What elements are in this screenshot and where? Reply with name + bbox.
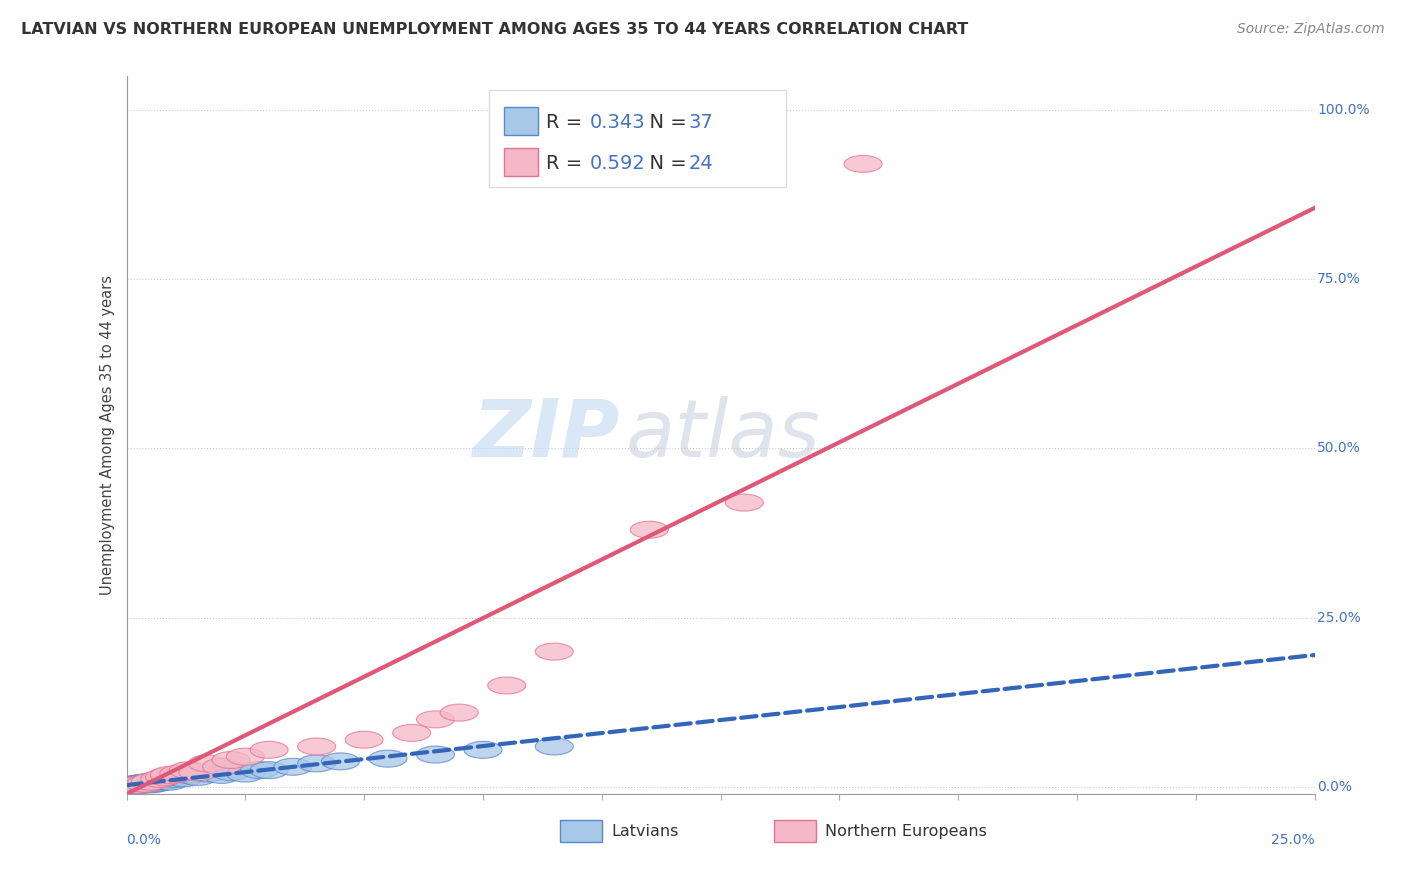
Ellipse shape bbox=[127, 775, 165, 792]
Ellipse shape bbox=[141, 772, 179, 789]
FancyBboxPatch shape bbox=[505, 148, 537, 176]
Text: Source: ZipAtlas.com: Source: ZipAtlas.com bbox=[1237, 22, 1385, 37]
Ellipse shape bbox=[240, 762, 278, 779]
Ellipse shape bbox=[179, 769, 217, 786]
Ellipse shape bbox=[131, 774, 169, 791]
Ellipse shape bbox=[117, 775, 155, 792]
Text: ZIP: ZIP bbox=[472, 396, 620, 474]
Ellipse shape bbox=[150, 766, 188, 783]
Ellipse shape bbox=[117, 777, 155, 794]
Ellipse shape bbox=[155, 771, 193, 788]
Text: 75.0%: 75.0% bbox=[1317, 272, 1361, 286]
Ellipse shape bbox=[344, 731, 384, 748]
Ellipse shape bbox=[117, 776, 155, 793]
Ellipse shape bbox=[440, 704, 478, 721]
Ellipse shape bbox=[150, 773, 188, 790]
Ellipse shape bbox=[127, 774, 165, 791]
Ellipse shape bbox=[131, 773, 169, 790]
Ellipse shape bbox=[202, 758, 240, 775]
Ellipse shape bbox=[136, 774, 174, 791]
Ellipse shape bbox=[127, 775, 165, 792]
Ellipse shape bbox=[188, 755, 226, 772]
Text: 25.0%: 25.0% bbox=[1271, 833, 1315, 847]
Ellipse shape bbox=[416, 746, 454, 763]
Text: N =: N = bbox=[637, 153, 693, 173]
Text: atlas: atlas bbox=[626, 396, 820, 474]
Ellipse shape bbox=[298, 738, 336, 755]
Text: R =: R = bbox=[546, 153, 589, 173]
Ellipse shape bbox=[298, 755, 336, 772]
Ellipse shape bbox=[131, 776, 169, 793]
Ellipse shape bbox=[112, 777, 150, 794]
Text: 0.0%: 0.0% bbox=[127, 833, 162, 847]
Ellipse shape bbox=[146, 769, 184, 786]
Text: Northern Europeans: Northern Europeans bbox=[825, 823, 987, 838]
Text: 50.0%: 50.0% bbox=[1317, 442, 1361, 456]
Text: 0.0%: 0.0% bbox=[1317, 780, 1353, 794]
Text: Latvians: Latvians bbox=[612, 823, 679, 838]
Ellipse shape bbox=[179, 764, 217, 780]
FancyBboxPatch shape bbox=[775, 821, 815, 842]
Ellipse shape bbox=[464, 741, 502, 758]
Text: 0.592: 0.592 bbox=[591, 153, 645, 173]
Ellipse shape bbox=[169, 762, 207, 779]
Ellipse shape bbox=[536, 738, 574, 755]
Ellipse shape bbox=[122, 777, 160, 794]
Text: N =: N = bbox=[637, 113, 693, 132]
Ellipse shape bbox=[122, 774, 160, 791]
Ellipse shape bbox=[226, 748, 264, 765]
Text: 0.343: 0.343 bbox=[591, 113, 645, 132]
FancyBboxPatch shape bbox=[560, 821, 602, 842]
Ellipse shape bbox=[322, 753, 360, 770]
Ellipse shape bbox=[131, 773, 169, 790]
Ellipse shape bbox=[136, 775, 174, 792]
Ellipse shape bbox=[844, 155, 882, 172]
Text: 25.0%: 25.0% bbox=[1317, 611, 1361, 624]
Text: 24: 24 bbox=[689, 153, 713, 173]
Text: 37: 37 bbox=[689, 113, 713, 132]
Ellipse shape bbox=[112, 777, 150, 794]
Ellipse shape bbox=[169, 766, 207, 783]
Ellipse shape bbox=[392, 724, 430, 741]
Ellipse shape bbox=[141, 774, 179, 791]
Ellipse shape bbox=[488, 677, 526, 694]
Ellipse shape bbox=[160, 769, 198, 786]
Ellipse shape bbox=[416, 711, 454, 728]
Ellipse shape bbox=[226, 765, 264, 782]
Y-axis label: Unemployment Among Ages 35 to 44 years: Unemployment Among Ages 35 to 44 years bbox=[100, 275, 115, 595]
Ellipse shape bbox=[165, 770, 202, 787]
Ellipse shape bbox=[368, 750, 406, 767]
Ellipse shape bbox=[141, 771, 179, 788]
Text: LATVIAN VS NORTHERN EUROPEAN UNEMPLOYMENT AMONG AGES 35 TO 44 YEARS CORRELATION : LATVIAN VS NORTHERN EUROPEAN UNEMPLOYMEN… bbox=[21, 22, 969, 37]
FancyBboxPatch shape bbox=[505, 107, 537, 135]
Ellipse shape bbox=[274, 758, 312, 775]
Text: 100.0%: 100.0% bbox=[1317, 103, 1369, 117]
Ellipse shape bbox=[146, 772, 184, 789]
Ellipse shape bbox=[188, 765, 226, 782]
Ellipse shape bbox=[250, 762, 288, 779]
Ellipse shape bbox=[122, 776, 160, 793]
Ellipse shape bbox=[536, 643, 574, 660]
Text: R =: R = bbox=[546, 113, 589, 132]
Ellipse shape bbox=[212, 764, 250, 780]
Ellipse shape bbox=[212, 752, 250, 769]
Ellipse shape bbox=[250, 741, 288, 758]
Ellipse shape bbox=[202, 766, 240, 783]
Ellipse shape bbox=[117, 777, 155, 794]
FancyBboxPatch shape bbox=[489, 90, 786, 187]
Ellipse shape bbox=[160, 765, 198, 782]
Ellipse shape bbox=[630, 521, 668, 538]
Ellipse shape bbox=[725, 494, 763, 511]
